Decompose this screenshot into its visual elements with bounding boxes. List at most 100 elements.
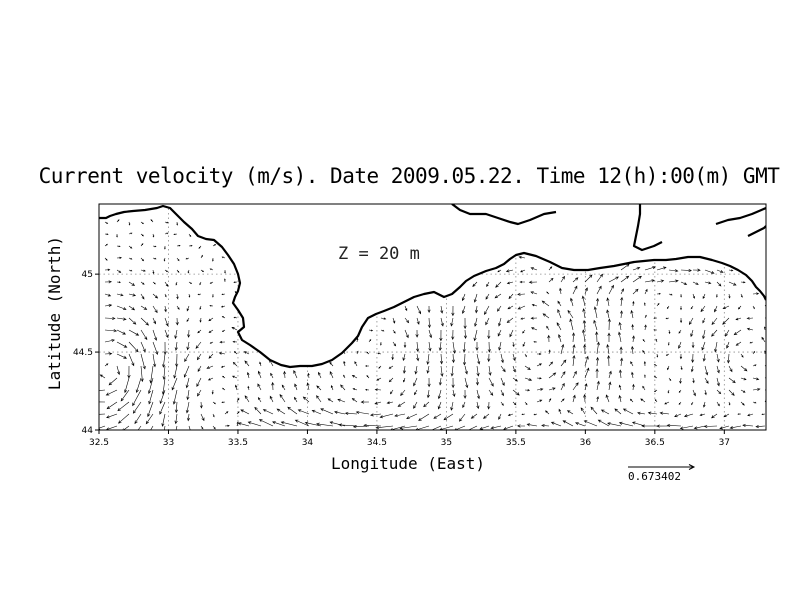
velocity-arrow [500,365,506,373]
velocity-arrow [704,269,715,274]
reference-vector-label: 0.673402 [628,470,681,483]
velocity-arrow [764,303,766,307]
velocity-arrow [512,365,516,373]
velocity-arrow [231,326,238,331]
velocity-arrow [378,365,382,369]
velocity-arrow [259,361,262,367]
velocity-arrow [404,305,408,312]
velocity-arrow [327,398,334,403]
velocity-arrow [352,388,358,391]
velocity-arrow [728,293,731,299]
velocity-arrow [294,383,298,391]
velocity-arrow [212,293,214,298]
velocity-arrow [656,353,659,358]
velocity-arrow [620,288,624,295]
velocity-arrow [232,361,238,367]
velocity-arrow [185,257,190,260]
velocity-arrow [293,369,298,379]
velocity-arrow [366,374,370,379]
velocity-arrow [212,413,215,418]
velocity-arrow [375,425,394,430]
velocity-arrow [596,285,602,295]
velocity-arrow [629,398,634,403]
velocity-arrow [596,341,600,355]
x-axis-label: Longitude (East) [331,454,485,473]
velocity-arrow [152,317,156,325]
velocity-arrow [374,388,382,392]
velocity-arrow [503,425,514,430]
velocity-arrow [451,353,455,364]
velocity-arrow [667,365,670,371]
velocity-arrow [693,425,706,430]
velocity-arrow [737,305,742,310]
velocity-arrow [761,413,766,416]
velocity-arrow [557,309,562,319]
velocity-arrow [740,377,747,381]
velocity-arrow [590,406,598,415]
velocity-arrow [570,297,574,307]
velocity-arrow [668,269,679,273]
velocity-arrow [728,281,737,286]
velocity-arrow [728,365,733,373]
velocity-arrow [175,425,178,430]
velocity-arrow [632,383,635,391]
velocity-arrow [548,361,554,367]
velocity-arrow [517,424,526,428]
velocity-arrow [653,364,658,367]
velocity-arrow [506,317,514,324]
velocity-arrow [376,377,382,381]
velocity-arrow [176,221,179,226]
velocity-arrow [428,329,433,339]
velocity-arrow [691,353,695,363]
velocity-arrow [433,413,442,419]
velocity-arrow [173,233,178,236]
velocity-arrow [280,421,298,427]
velocity-arrow [740,353,744,358]
velocity-arrow [668,377,672,381]
velocity-arrow [668,293,673,296]
velocity-arrow [733,329,742,336]
velocity-arrow [380,341,382,346]
velocity-arrow [656,424,670,428]
velocity-arrow [566,410,574,415]
velocity-arrow [426,353,430,365]
velocity-arrow [196,377,202,388]
velocity-arrow [116,245,121,248]
velocity-arrow [343,360,346,367]
velocity-arrow [512,353,516,362]
velocity-arrow [116,353,128,359]
velocity-arrow [653,329,658,331]
velocity-arrow [691,341,695,349]
velocity-arrow [427,317,431,329]
velocity-arrow [400,389,406,397]
velocity-arrow [104,363,109,367]
velocity-arrow [200,269,205,273]
velocity-arrow [197,329,202,334]
velocity-arrow [680,268,692,273]
velocity-arrow [679,353,683,360]
velocity-arrow [530,316,538,320]
x-tick-label: 37 [719,438,730,448]
velocity-arrow [595,368,599,379]
velocity-arrow [458,413,466,422]
velocity-arrow [644,279,655,283]
velocity-arrow [426,365,430,374]
velocity-arrow [423,401,430,408]
velocity-arrow [746,316,754,320]
velocity-arrow [164,293,167,298]
velocity-arrow [440,365,444,377]
velocity-arrow [344,411,358,415]
velocity-arrow [392,341,397,347]
velocity-arrow [764,350,766,355]
velocity-arrow [116,269,122,273]
velocity-arrow [593,319,598,331]
velocity-arrow [462,353,467,366]
velocity-arrow [438,377,442,386]
velocity-arrow [558,408,562,415]
velocity-arrow [512,389,520,396]
velocity-arrow [749,341,754,344]
velocity-arrow [164,281,169,287]
velocity-arrow [351,397,358,403]
velocity-arrow [172,389,178,405]
x-tick-label: 33 [163,438,174,448]
